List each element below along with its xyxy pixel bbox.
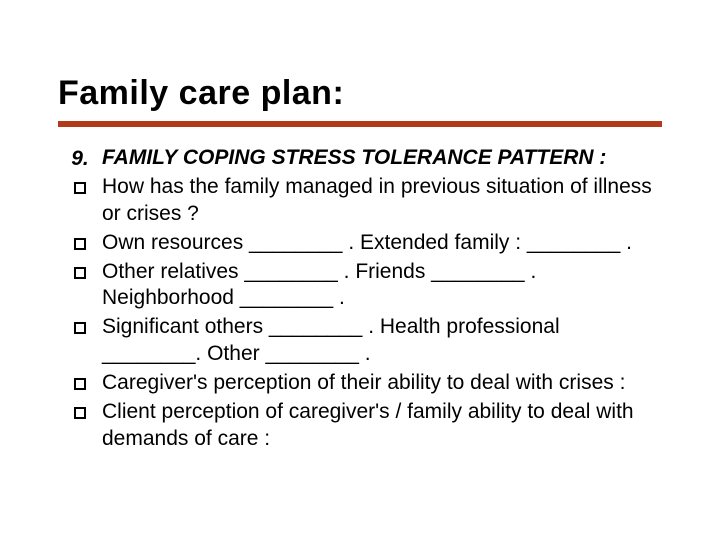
- item-number: 9.: [71, 147, 89, 171]
- slide: Family care plan: 9. FAMILY COPING STRES…: [0, 0, 720, 540]
- item-text: Client perception of caregiver's / famil…: [102, 399, 662, 453]
- square-bullet-icon: [58, 230, 102, 250]
- list-item: How has the family managed in previous s…: [58, 174, 662, 228]
- square-bullet-icon: [58, 370, 102, 390]
- square-bullet-icon: [58, 314, 102, 334]
- list-item: Other relatives ________ . Friends _____…: [58, 259, 662, 313]
- list-item: Caregiver's perception of their ability …: [58, 370, 662, 397]
- square-bullet-icon: [58, 259, 102, 279]
- item-text: Own resources ________ . Extended family…: [102, 230, 662, 257]
- item-text: How has the family managed in previous s…: [102, 174, 662, 228]
- list-item: Own resources ________ . Extended family…: [58, 230, 662, 257]
- item-text: Significant others ________ . Health pro…: [102, 314, 662, 368]
- square-bullet-icon: [58, 174, 102, 194]
- list-item: 9. FAMILY COPING STRESS TOLERANCE PATTER…: [58, 145, 662, 172]
- title-rule: [58, 121, 662, 127]
- item-text: Other relatives ________ . Friends _____…: [102, 259, 662, 313]
- number-marker: 9.: [58, 145, 102, 171]
- list-item: Client perception of caregiver's / famil…: [58, 399, 662, 453]
- item-text: Caregiver's perception of their ability …: [102, 370, 662, 397]
- item-text: FAMILY COPING STRESS TOLERANCE PATTERN :: [102, 145, 662, 172]
- square-bullet-icon: [58, 399, 102, 419]
- content-list: 9. FAMILY COPING STRESS TOLERANCE PATTER…: [58, 145, 662, 453]
- list-item: Significant others ________ . Health pro…: [58, 314, 662, 368]
- slide-title: Family care plan:: [58, 74, 662, 113]
